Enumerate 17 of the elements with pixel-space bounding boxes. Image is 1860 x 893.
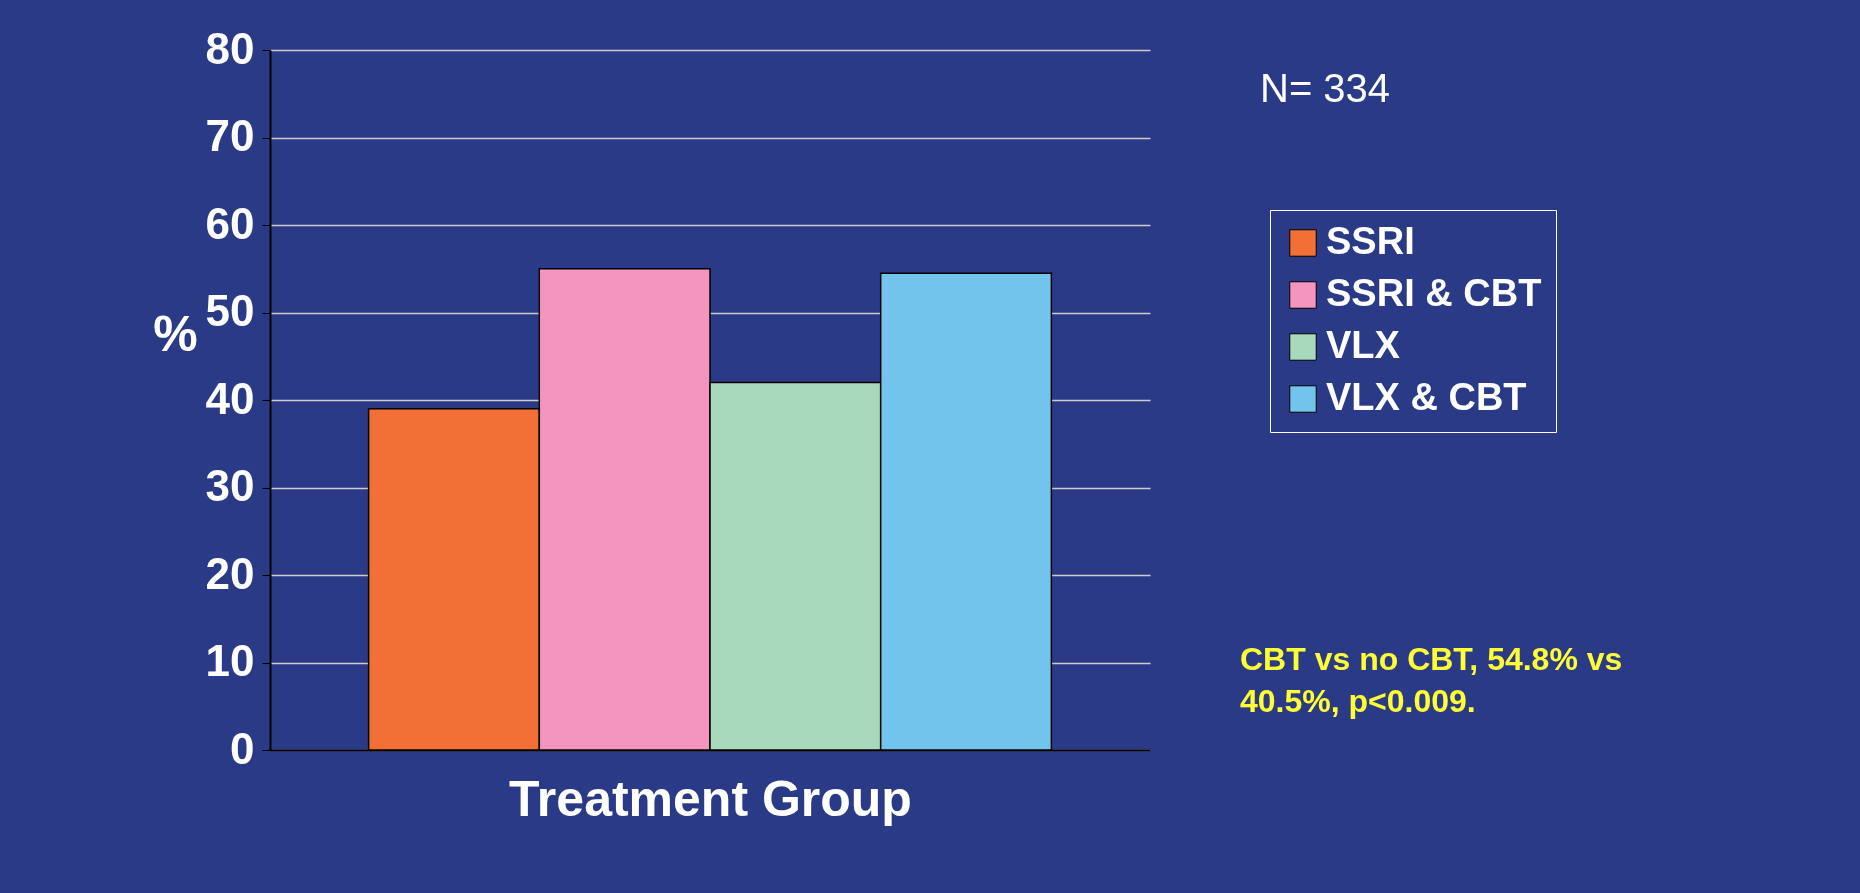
legend-label: VLX & CBT [1326, 376, 1527, 418]
text: N= 334 [1260, 66, 1391, 110]
y-tick-label: 40 [205, 373, 255, 423]
y-tick-label: 60 [205, 198, 255, 248]
legend-label: VLX [1326, 324, 1401, 366]
y-tick-label: 50 [205, 286, 255, 335]
legend-label: SSRI & CBT [1326, 272, 1542, 314]
legend-label: SSRI [1326, 220, 1415, 262]
y-tick-label: 80 [205, 23, 255, 73]
y-tick-label: 0 [230, 723, 255, 773]
x-axis-title: Treatment Group [509, 770, 912, 827]
y-tick-label: 70 [205, 111, 255, 160]
y-tick-label: 20 [205, 548, 255, 598]
y-tick-label: 30 [205, 461, 255, 510]
y-tick-label: 10 [205, 636, 255, 685]
text: CBT vs no CBT, 54.8% vs 40.5%, p<0.009. [1240, 641, 1623, 719]
y-axis-title: % [153, 305, 198, 362]
